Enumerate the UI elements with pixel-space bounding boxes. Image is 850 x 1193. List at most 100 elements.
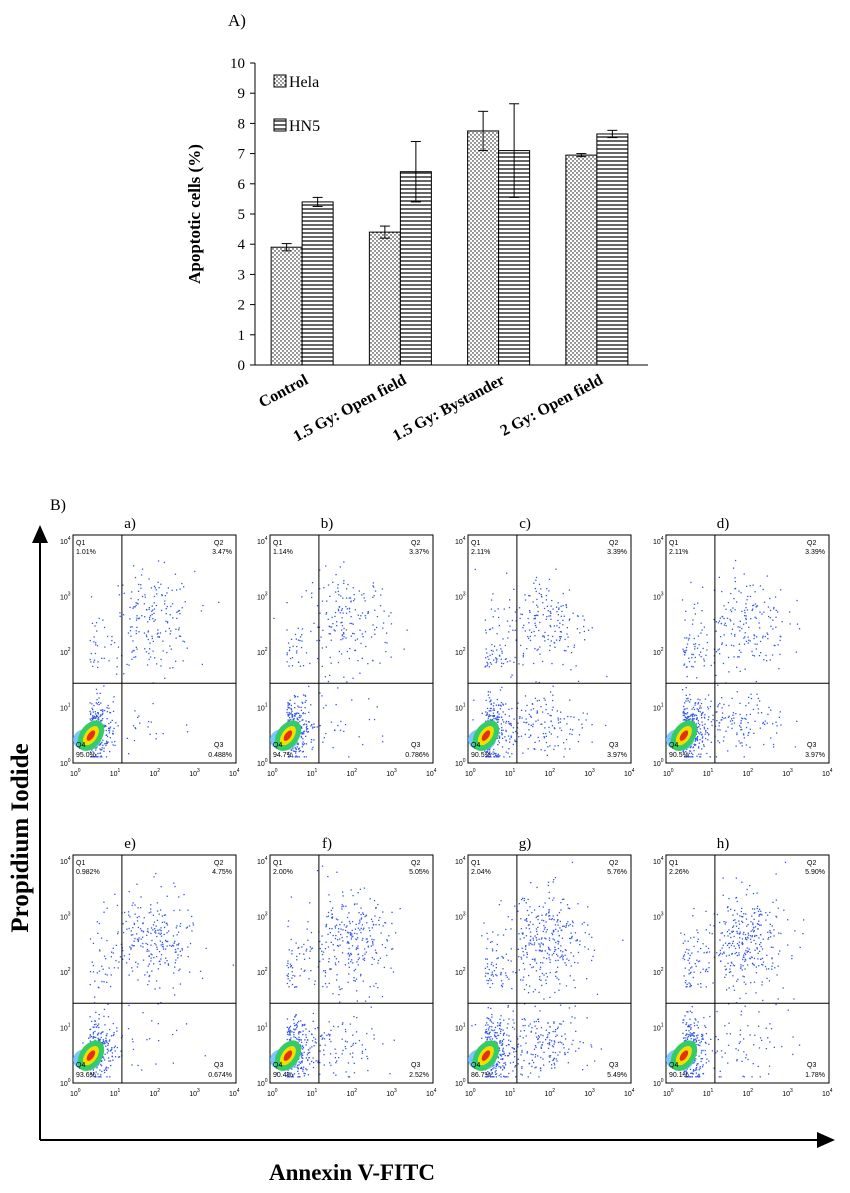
event-dot: [742, 718, 744, 720]
population-core-inner: [481, 1050, 491, 1061]
event-dot: [143, 632, 146, 634]
event-dot: [380, 932, 382, 934]
event-dot: [705, 731, 707, 733]
event-dot: [300, 735, 302, 737]
event-dot: [490, 703, 492, 706]
event-dot: [562, 1043, 564, 1046]
event-dot: [164, 939, 167, 942]
event-dot: [745, 726, 748, 729]
event-dot: [537, 1042, 539, 1044]
event-dot: [189, 942, 192, 945]
event-dot: [291, 713, 293, 716]
event-dot: [297, 1064, 299, 1066]
tick-base: 10: [60, 706, 68, 713]
event-dot: [485, 1024, 487, 1026]
event-dot: [140, 938, 142, 940]
event-dot: [356, 933, 358, 935]
event-dot: [373, 985, 375, 987]
tick-exponent: 0: [68, 1078, 71, 1084]
tick-exponent: 1: [513, 768, 516, 774]
event-dot: [542, 962, 544, 964]
event-dot: [335, 574, 337, 576]
event-dot: [334, 925, 336, 927]
tick-base: 10: [257, 706, 265, 713]
event-dot: [538, 1020, 540, 1023]
event-dot: [485, 1032, 487, 1034]
tick-exponent: 1: [661, 703, 664, 709]
event-dot: [581, 727, 583, 729]
event-dot: [328, 958, 330, 960]
event-dot: [525, 945, 527, 947]
event-dot: [134, 727, 136, 729]
event-dot: [514, 656, 516, 659]
event-dot: [298, 1038, 301, 1041]
event-dot: [500, 1058, 502, 1060]
event-dot: [489, 1025, 491, 1028]
event-dot: [544, 902, 546, 904]
tick-exponent: 0: [78, 768, 81, 774]
event-dot: [528, 942, 530, 944]
event-dot: [328, 961, 330, 963]
event-dot: [89, 718, 91, 720]
event-dot: [689, 1025, 691, 1027]
event-dot: [501, 716, 503, 718]
event-dot: [741, 627, 743, 630]
event-dot: [496, 660, 498, 662]
event-dot: [514, 739, 516, 741]
event-dot: [98, 1032, 100, 1034]
tick-exponent: 0: [473, 768, 476, 774]
event-dot: [515, 972, 517, 974]
event-dot: [697, 731, 699, 733]
event-dot: [166, 924, 169, 926]
event-dot: [299, 714, 301, 716]
event-dot: [345, 629, 348, 631]
event-dot: [734, 633, 736, 636]
event-dot: [741, 610, 743, 612]
event-dot: [767, 713, 769, 715]
tick-base: 10: [257, 761, 265, 768]
event-dot: [147, 931, 150, 933]
event-dot: [687, 697, 689, 700]
event-dot: [486, 664, 488, 667]
event-dot: [338, 594, 340, 596]
event-dot: [96, 756, 98, 758]
x-tick-label: 102: [150, 768, 161, 778]
event-dot: [100, 743, 102, 745]
event-dot: [496, 754, 498, 757]
event-dot: [390, 948, 393, 950]
event-dot: [766, 660, 768, 662]
event-dot: [165, 948, 167, 950]
event-dot: [744, 632, 746, 634]
event-dot: [109, 728, 111, 730]
event-dot: [333, 949, 335, 951]
tick-base: 10: [386, 771, 394, 778]
event-dot: [507, 1006, 509, 1008]
event-dot: [329, 968, 331, 970]
y-tick-label: 103: [60, 592, 71, 602]
event-dot: [338, 606, 341, 608]
event-dot: [310, 948, 312, 950]
event-dot: [109, 750, 111, 753]
event-dot: [500, 1015, 502, 1017]
event-dot: [351, 929, 353, 932]
event-dot: [382, 925, 384, 927]
event-dot: [566, 723, 568, 725]
event-dot: [310, 704, 312, 706]
event-dot: [764, 723, 766, 725]
event-dot: [151, 970, 153, 972]
event-dot: [364, 1048, 367, 1051]
event-dot: [525, 718, 527, 720]
event-dot: [158, 913, 160, 915]
event-dot: [148, 1038, 151, 1040]
quadrant-name: Q2: [807, 540, 816, 547]
event-dot: [342, 597, 344, 599]
event-dot: [549, 714, 551, 717]
y-tick-label: 104: [60, 536, 71, 546]
event-dot: [363, 927, 365, 929]
event-dot: [564, 1038, 567, 1040]
event-dot: [521, 717, 523, 719]
x-tick-label: 100: [267, 1088, 278, 1098]
event-dot: [183, 641, 186, 643]
event-dot: [97, 932, 99, 934]
event-dot: [362, 955, 364, 957]
